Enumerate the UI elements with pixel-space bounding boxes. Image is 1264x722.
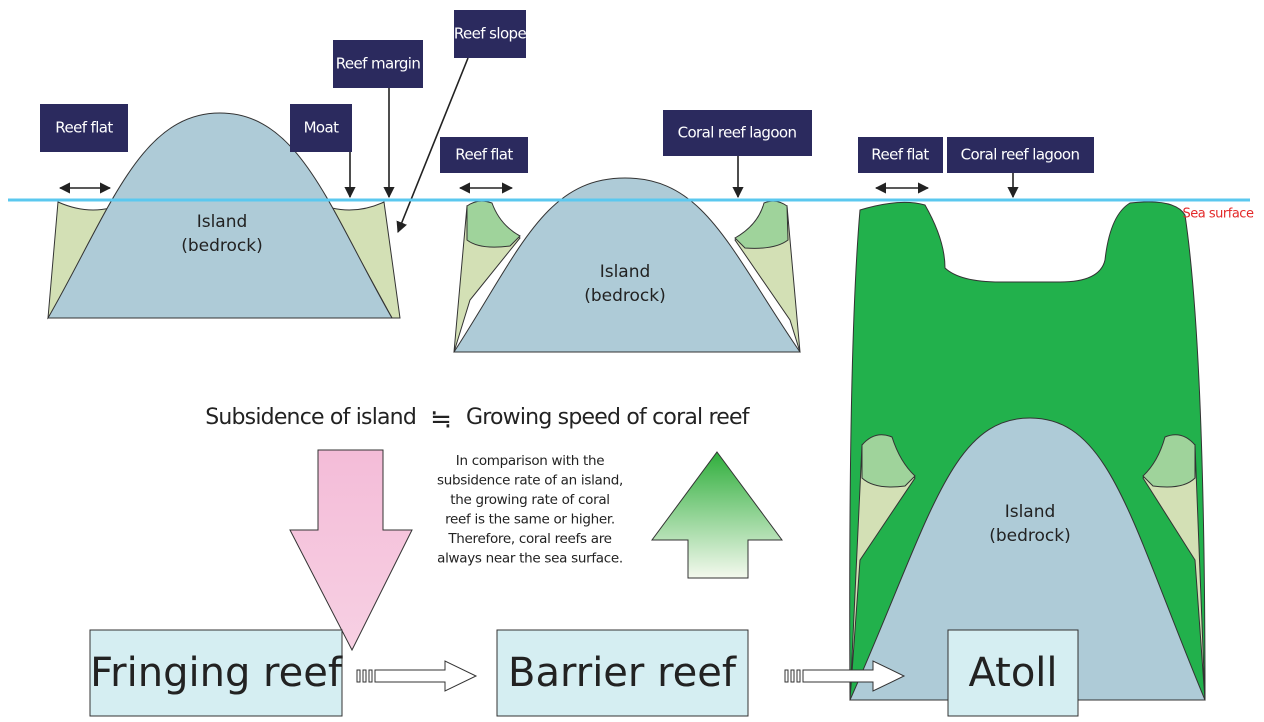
equation-right: Growing speed of coral reef [466, 405, 751, 430]
diagram: Island (bedrock) Island (bedrock) Island… [0, 0, 1264, 722]
stage-label: Barrier reef [508, 650, 737, 696]
label: Reef flat [871, 146, 929, 164]
barrier-reef-section: Island (bedrock) [454, 156, 800, 352]
fringing-reef-section: Island (bedrock) [48, 58, 468, 318]
atoll-section: Island (bedrock) [850, 173, 1205, 700]
note-line: subsidence rate of an island, [437, 473, 623, 489]
island-label: (bedrock) [181, 236, 263, 256]
label: Reef margin [336, 55, 421, 73]
label: Reef slope [454, 25, 527, 43]
label: Reef flat [55, 119, 113, 137]
island-label: (bedrock) [584, 286, 666, 306]
note: In comparison with the subsidence rate of… [437, 453, 623, 567]
label: Reef flat [455, 146, 513, 164]
note-line: the growing rate of coral [450, 492, 610, 508]
island-label: Island [600, 262, 651, 282]
island-label: Island [1005, 502, 1056, 522]
subsidence-arrow [290, 450, 412, 650]
note-line: Therefore, coral reefs are [447, 531, 611, 547]
island-label: (bedrock) [989, 526, 1071, 546]
stage-label: Fringing reef [90, 650, 343, 696]
note-line: always near the sea surface. [437, 551, 623, 567]
label: Coral reef lagoon [678, 124, 797, 142]
label: Coral reef lagoon [961, 146, 1080, 164]
stage-label: Atoll [968, 650, 1057, 696]
sea-surface-label: Sea surface [1183, 207, 1254, 222]
note-line: In comparison with the [456, 453, 604, 469]
island-label: Island [197, 212, 248, 232]
label: Moat [304, 119, 340, 137]
growth-arrow [652, 452, 782, 578]
equation-symbol: ≒ [430, 405, 452, 435]
note-line: reef is the same or higher. [445, 512, 615, 528]
equation-left: Subsidence of island [205, 405, 416, 430]
